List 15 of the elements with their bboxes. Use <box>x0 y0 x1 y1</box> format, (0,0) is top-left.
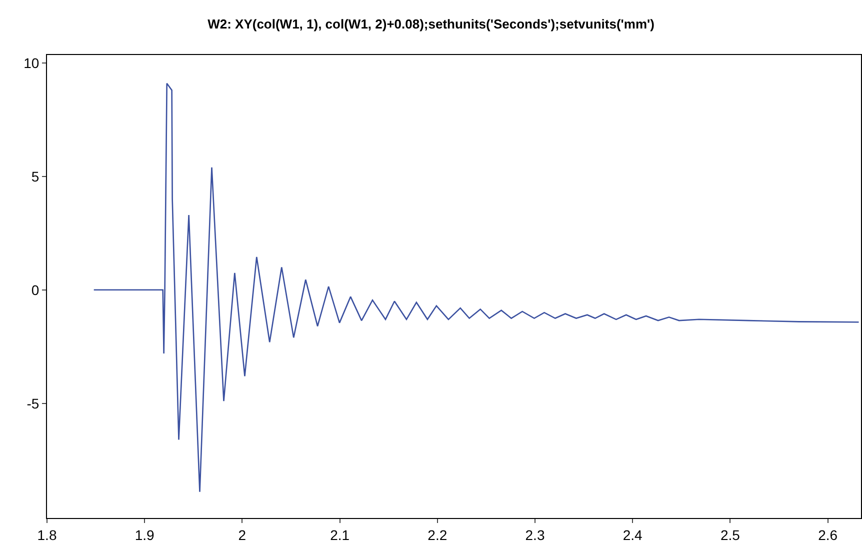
x-tick-label: 2.6 <box>818 526 838 543</box>
x-tick-label: 2.4 <box>622 526 643 543</box>
x-tick-label: 1.9 <box>134 526 155 543</box>
line-series <box>93 82 860 493</box>
y-tick-label: 0 <box>31 282 40 298</box>
x-tick-label: 2.3 <box>525 526 545 543</box>
y-tick-label: -5 <box>26 395 40 412</box>
y-tick-label: 5 <box>31 168 40 184</box>
x-tick-label: 1.8 <box>37 526 57 543</box>
x-tick-label: 2.2 <box>428 526 448 543</box>
chart-title: W2: XY(col(W1, 1), col(W1, 2)+0.08);sethunits('Seconds');setvunits('mm') <box>208 16 654 32</box>
x-tick-label: 2.5 <box>720 526 740 543</box>
x-tick-label: 2 <box>238 526 246 543</box>
x-tick-label: 2.1 <box>330 526 350 543</box>
y-tick-label: 10 <box>24 54 40 71</box>
